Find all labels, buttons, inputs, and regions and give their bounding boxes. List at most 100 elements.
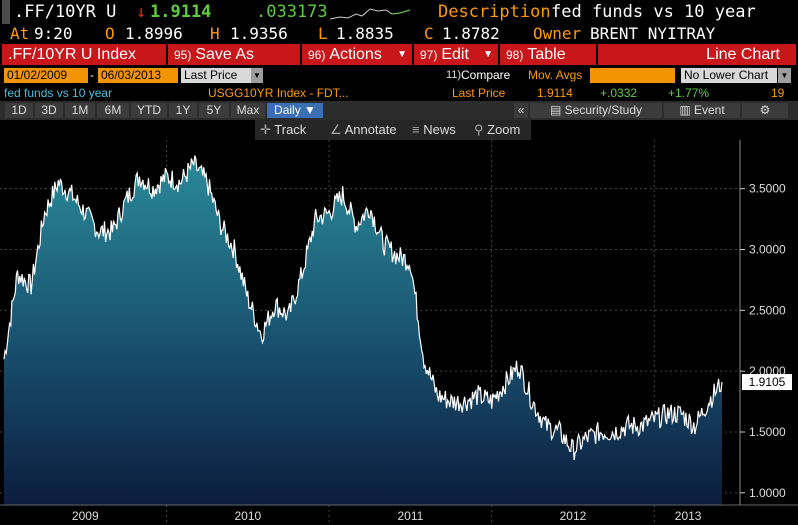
actions-button[interactable]: 96) Actions ▼	[302, 44, 412, 65]
owner-label: Owner	[533, 24, 582, 43]
quote-header-row: .FF/10YR U ↓ 1.9114 .033173 Description …	[0, 0, 798, 25]
legend-series-name: fed funds vs 10 year	[4, 86, 113, 100]
y-tick-label: 3.5000	[749, 182, 786, 196]
compare-button[interactable]: Compare	[461, 68, 511, 82]
mov-avgs-input[interactable]	[590, 68, 675, 83]
period-5y[interactable]: 5Y	[199, 103, 229, 118]
x-tick-label: 2010	[234, 509, 261, 523]
close-label: C	[424, 24, 434, 43]
table-button[interactable]: 98) Table	[500, 44, 596, 65]
sparkline-icon	[330, 8, 410, 20]
y-tick-label: 1.0000	[749, 486, 786, 500]
period-3d[interactable]: 3D	[35, 103, 63, 118]
owner-value: BRENT NYITRAY	[590, 24, 716, 43]
period-1m[interactable]: 1M	[65, 103, 95, 118]
time-value: 9:20	[34, 24, 73, 43]
track-button[interactable]: ✛ Track	[260, 120, 322, 139]
magnifier-icon: ⚲	[474, 122, 488, 137]
edit-button[interactable]: 97) Edit ▼	[414, 44, 498, 65]
security-index-label: .FF/10YR U Index	[8, 46, 137, 63]
down-arrow-icon: ↓	[136, 2, 147, 22]
lower-chart-select[interactable]: No Lower Chart	[681, 68, 777, 83]
legend-row: fed funds vs 10 year USGG10YR Index - FD…	[0, 85, 798, 101]
crosshair-icon: ✛	[260, 122, 275, 137]
x-axis-ticks: 2009 2010 2011 2012 2013	[72, 509, 702, 523]
period-6m[interactable]: 6M	[97, 103, 129, 118]
security-study-button[interactable]: ▤ Security/Study	[530, 103, 662, 118]
ticker-label: .FF/10YR U	[14, 2, 117, 22]
chevron-down-icon: ▼	[483, 49, 493, 60]
x-tick-label: 2009	[72, 509, 99, 523]
open-value: 1.8996	[125, 24, 183, 43]
period-ytd[interactable]: YTD	[131, 103, 167, 118]
compare-number: 11)	[446, 69, 462, 81]
start-date-input[interactable]: 01/02/2009	[4, 68, 88, 83]
chart-type-label: Line Chart	[706, 46, 780, 63]
save-as-button[interactable]: 95) Save As	[168, 44, 300, 65]
period-1d[interactable]: 1D	[5, 103, 33, 118]
period-max[interactable]: Max	[231, 103, 265, 118]
news-button[interactable]: ≡ News	[412, 120, 464, 139]
chart-type-button[interactable]: Line Chart	[598, 44, 796, 65]
open-label: O	[105, 24, 115, 43]
legend-pct: +1.77%	[668, 86, 710, 100]
low-label: L	[318, 24, 328, 43]
news-label: News	[423, 122, 456, 137]
event-button[interactable]: ▥ Event	[664, 103, 740, 118]
event-icon: ▥	[679, 103, 694, 117]
event-label: Event	[693, 103, 725, 117]
legend-change: +.0332	[600, 86, 638, 100]
pencil-icon: ∠	[330, 122, 345, 137]
high-value: 1.9356	[230, 24, 288, 43]
net-change: .033173	[256, 2, 328, 22]
security-study-label: Security/Study	[564, 103, 643, 117]
annotate-button[interactable]: ∠ Annotate	[330, 120, 402, 139]
period-1y[interactable]: 1Y	[169, 103, 197, 118]
legend-second-series: USGG10YR Index - FDT...	[208, 86, 349, 100]
frequency-select[interactable]: Daily ▼	[267, 103, 323, 118]
annotate-label: Annotate	[344, 122, 397, 137]
y-tick-label: 1.5000	[749, 425, 786, 439]
last-value-flag: 1.9105	[742, 374, 792, 391]
legend-count: 19	[771, 86, 785, 100]
table-number: 98)	[506, 48, 524, 62]
chevron-down-icon[interactable]: ▼	[778, 68, 791, 83]
date-controls-row: 01/02/2009 - 06/03/2013 Last Price ▼ 11)…	[0, 66, 798, 85]
x-tick-label: 2011	[398, 509, 424, 523]
gear-icon[interactable]: ⚙	[742, 103, 788, 118]
security-index-field[interactable]: .FF/10YR U Index	[2, 44, 166, 65]
ohlc-row: At 9:20 O 1.8996 H 1.9356 L 1.8835 C 1.8…	[0, 24, 798, 44]
y-tick-label: 2.5000	[749, 303, 786, 317]
series-line	[3, 155, 723, 461]
area-fill	[4, 155, 722, 505]
description-label: Description	[438, 2, 551, 22]
x-tick-label: 2012	[560, 509, 587, 523]
actions-number: 96)	[308, 48, 326, 62]
save-as-number: 95)	[174, 48, 192, 62]
chevron-down-icon: ▼	[397, 49, 407, 60]
legend-field: Last Price	[452, 86, 506, 100]
description-value: fed funds vs 10 year	[551, 2, 756, 22]
y-tick-label: 3.0000	[749, 243, 786, 257]
mov-avgs-label: Mov. Avgs	[528, 68, 583, 82]
zoom-button[interactable]: ⚲ Zoom	[474, 120, 528, 139]
period-toolbar: 1D 3D 1M 6M YTD 1Y 5Y Max Daily ▼ « ▤ Se…	[0, 101, 798, 120]
track-label: Track	[274, 122, 307, 137]
x-tick-label: 2013	[675, 509, 702, 523]
collapse-icon[interactable]: «	[514, 103, 528, 118]
actions-label: Actions	[329, 46, 382, 63]
legend-value: 1.9114	[537, 86, 573, 100]
price-field-select[interactable]: Last Price	[181, 68, 251, 83]
chart-icon: ▤	[549, 103, 565, 117]
zoom-label: Zoom	[487, 122, 521, 137]
tools-bar: ✛ Track ∠ Annotate ≡ News ⚲ Zoom	[0, 120, 798, 140]
table-label: Table	[527, 46, 566, 63]
date-separator: -	[90, 68, 94, 82]
last-value-label: 1.9105	[749, 375, 786, 389]
chevron-down-icon[interactable]: ▼	[251, 68, 263, 83]
end-date-input[interactable]: 06/03/2013	[98, 68, 178, 83]
edit-label: Edit	[441, 46, 469, 63]
close-value: 1.8782	[442, 24, 500, 43]
